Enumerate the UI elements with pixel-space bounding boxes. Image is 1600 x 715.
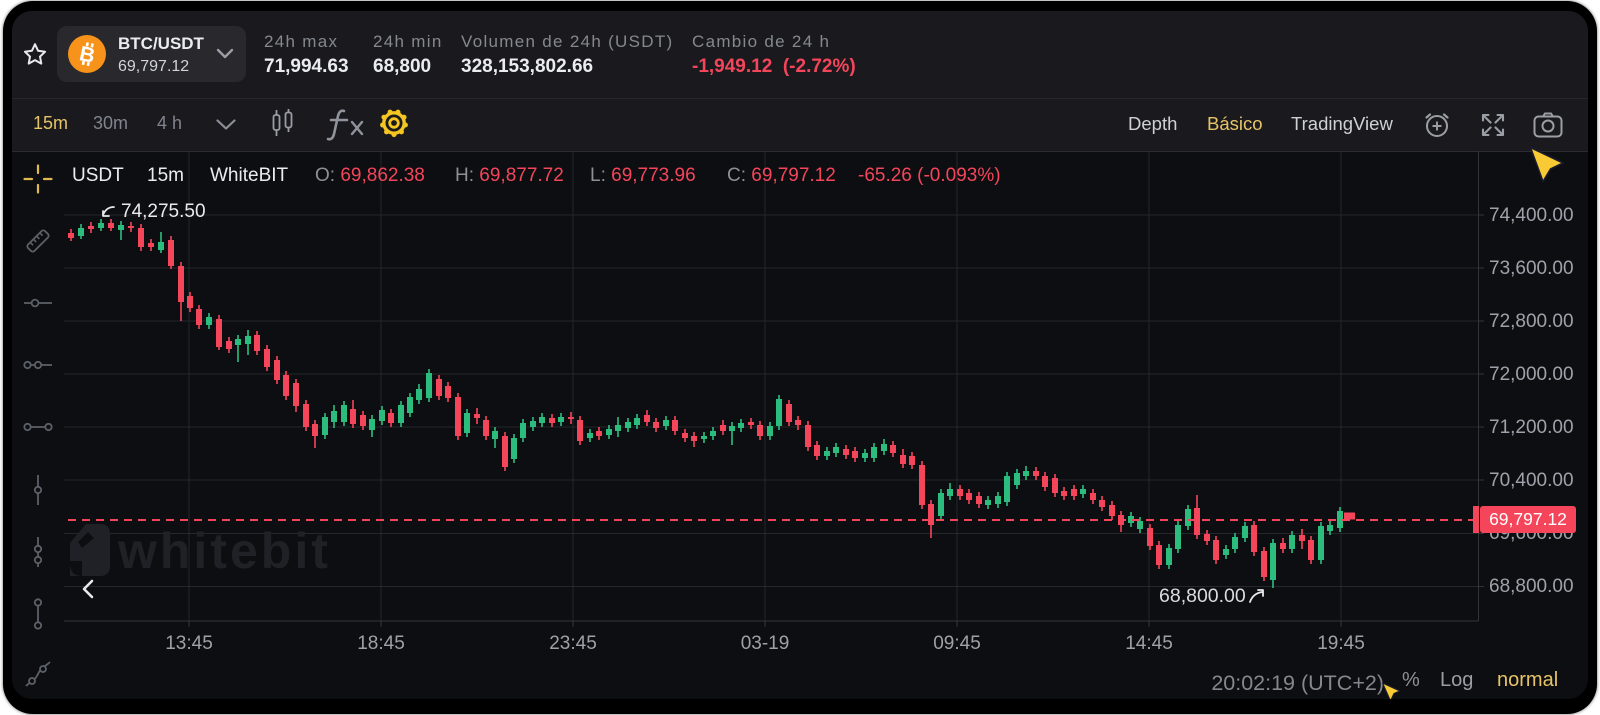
svg-text:B: B xyxy=(77,42,97,68)
svg-text:whitebit: whitebit xyxy=(117,523,331,579)
